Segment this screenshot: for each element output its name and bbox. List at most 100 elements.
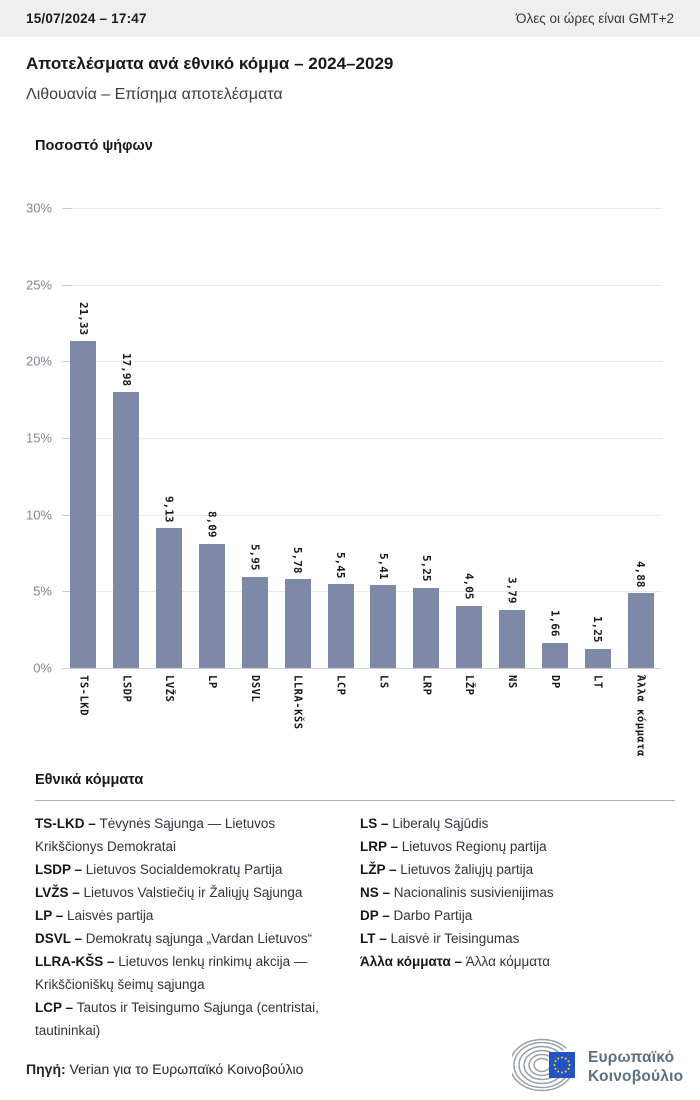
legend-entry-name: Lietuvos Valstiečių ir Žaliųjų Sąjunga xyxy=(83,885,303,900)
legend-entry-name: Liberalų Sąjūdis xyxy=(392,816,489,831)
gridline xyxy=(62,591,662,593)
legend-entry-name: Laisvės partija xyxy=(67,908,154,923)
bar-value-label: 9,13 xyxy=(162,495,176,523)
legend-entry-name: Nacionalinis susivienijimas xyxy=(393,885,554,900)
legend-entry-abbr: LSDP – xyxy=(35,862,86,877)
x-axis-label: NS xyxy=(505,675,518,689)
bar-LP xyxy=(198,543,225,668)
bar-slot: 5,25 LRP xyxy=(405,208,448,695)
page-title: Αποτελέσματα ανά εθνικό κόμμα – 2024–202… xyxy=(26,54,394,73)
legend-entry: LVŽS – Lietuvos Valstiečių ir Žaliųjų Są… xyxy=(35,881,347,904)
bar-value-label: 5,25 xyxy=(419,555,433,582)
legend-entry-name: Tautos ir Teisingumo Sąjunga (centristai… xyxy=(35,1000,319,1038)
x-axis-label: Άλλα κόμματα xyxy=(634,675,647,757)
x-axis-label: LSDP xyxy=(120,675,133,703)
x-axis-label: LCP xyxy=(334,675,347,696)
legend-entry-abbr: DSVL – xyxy=(35,931,86,946)
bar-value-label: 17,98 xyxy=(119,353,133,387)
logo-text-line2: Κοινοβούλιο xyxy=(588,1067,684,1085)
x-axis-label: LVŽS xyxy=(163,675,176,703)
logo-text-line1: Ευρωπαϊκό xyxy=(588,1048,675,1066)
bar-slot: 4,05 LŽP xyxy=(448,208,491,695)
bar-slot: 8,09 LP xyxy=(191,208,234,689)
x-axis-label: LRP xyxy=(420,675,433,696)
legend-entry-abbr: LRP – xyxy=(360,839,402,854)
bar-LŽP xyxy=(456,605,483,668)
bar-value-label: 4,88 xyxy=(634,560,648,588)
chart-title: Ποσοστό ψήφων xyxy=(35,138,153,154)
y-tick-label: 15% xyxy=(25,430,52,446)
legend-entry-abbr: Άλλα κόμματα – xyxy=(360,954,466,969)
x-axis-label: DSVL xyxy=(248,675,261,703)
legend-entry: TS-LKD – Tėvynės Sąjunga — Lietuvos Krik… xyxy=(35,812,347,858)
x-axis-label: LP xyxy=(205,675,218,689)
axis-tick xyxy=(62,284,72,286)
legend-entry-abbr: TS-LKD – xyxy=(35,816,100,831)
bar-LRP xyxy=(413,587,440,668)
legend-column-left: TS-LKD – Tėvynės Sąjunga — Lietuvos Krik… xyxy=(35,812,347,1042)
legend-entry: LS – Liberalų Sąjūdis xyxy=(360,812,672,835)
bar-slot: 5,95 DSVL xyxy=(233,208,276,702)
bar-slot: 1,25 LT xyxy=(576,208,619,689)
legend-entry-abbr: LT – xyxy=(360,931,391,946)
bar-slot: 5,78 LLRA-KŠS xyxy=(276,208,319,730)
x-axis-label: TS-LKD xyxy=(77,675,90,716)
axis-tick xyxy=(62,438,72,439)
bar-slot: 9,13 LVŽS xyxy=(148,208,191,702)
bar-value-label: 4,05 xyxy=(462,573,476,600)
source-label: Πηγή: xyxy=(26,1061,66,1077)
datetime-label: 15/07/2024 – 17:47 xyxy=(26,11,147,26)
x-axis-label: LŽP xyxy=(463,675,476,696)
bar-slot: 5,45 LCP xyxy=(319,208,362,695)
top-bar: 15/07/2024 – 17:47 Όλες οι ώρες είναι GM… xyxy=(0,0,700,37)
legend-entry: Άλλα κόμματα – Άλλα κόμματα xyxy=(360,950,672,973)
bar-value-label: 1,66 xyxy=(548,610,562,637)
bar-slot: 5,41 LS xyxy=(362,208,405,689)
legend-entry: NS – Nacionalinis susivienijimas xyxy=(360,881,672,904)
hemicycle-eu-flag-icon xyxy=(509,1038,580,1097)
y-tick-label: 5% xyxy=(33,583,52,599)
y-tick-label: 0% xyxy=(33,660,52,676)
legend-entry: LŽP – Lietuvos žaliųjų partija xyxy=(360,858,672,881)
legend-entry-abbr: LVŽS – xyxy=(35,885,84,900)
legend-entry-name: Lietuvos žaliųjų partija xyxy=(400,862,534,877)
legend-entry: LLRA-KŠS – Lietuvos lenkų rinkimų akcija… xyxy=(35,950,347,996)
axis-tick xyxy=(62,208,72,209)
legend-entry: DSVL – Demokratų sąjunga „Vardan Lietuvo… xyxy=(35,927,347,950)
legend-entry-abbr: LP – xyxy=(35,908,68,923)
bar-value-label: 21,33 xyxy=(76,301,90,335)
legend-entry-name: Laisvė ir Teisingumas xyxy=(390,931,520,946)
x-axis-label: DP xyxy=(548,675,561,689)
axis-tick xyxy=(62,591,72,593)
bar-value-label: 5,41 xyxy=(376,552,390,580)
legend-entry-abbr: LLRA-KŠS – xyxy=(35,954,119,969)
legend-entry: LRP – Lietuvos Regionų partija xyxy=(360,835,672,858)
legend-entry-name: Lietuvos Socialdemokratų Partija xyxy=(85,862,283,877)
bar-value-label: 5,78 xyxy=(291,546,305,574)
bar-value-label: 1,25 xyxy=(591,616,605,643)
legend-entry-name: Darbo Partija xyxy=(393,908,473,923)
axis-tick xyxy=(62,514,72,516)
y-tick-label: 30% xyxy=(25,200,52,216)
bar-DP xyxy=(541,642,568,668)
european-parliament-logo[interactable]: Ευρωπαϊκό Κοινοβούλιο xyxy=(509,1038,684,1097)
bar-DSVL xyxy=(241,576,268,668)
gridline xyxy=(62,208,662,209)
bar-Άλλα κόμματα xyxy=(627,593,654,668)
bar-LLRA-KŠS xyxy=(284,579,311,668)
y-tick-label: 10% xyxy=(25,507,52,523)
legend-entry-name: Tėvynės Sąjunga — Lietuvos Krikščionys D… xyxy=(35,816,276,854)
gridline xyxy=(62,514,662,516)
legend-entry: DP – Darbo Partija xyxy=(360,904,672,927)
bar-slot: 17,98 LSDP xyxy=(105,208,148,702)
bar-slot: 3,79 NS xyxy=(491,208,534,689)
bar-slot: 4,88 Άλλα κόμματα xyxy=(619,208,662,757)
bar-slot: 21,33 TS-LKD xyxy=(62,208,105,716)
legend-column-right: LS – Liberalų Sąjūdis LRP – Lietuvos Regi… xyxy=(360,812,672,973)
legend-entry-abbr: DP – xyxy=(360,908,394,923)
axis-tick xyxy=(62,361,72,363)
legend-entry: LSDP – Lietuvos Socialdemokratų Partija xyxy=(35,858,347,881)
gridline xyxy=(62,284,662,286)
legend-entry-name: Lietuvos Regionų partija xyxy=(401,839,547,854)
